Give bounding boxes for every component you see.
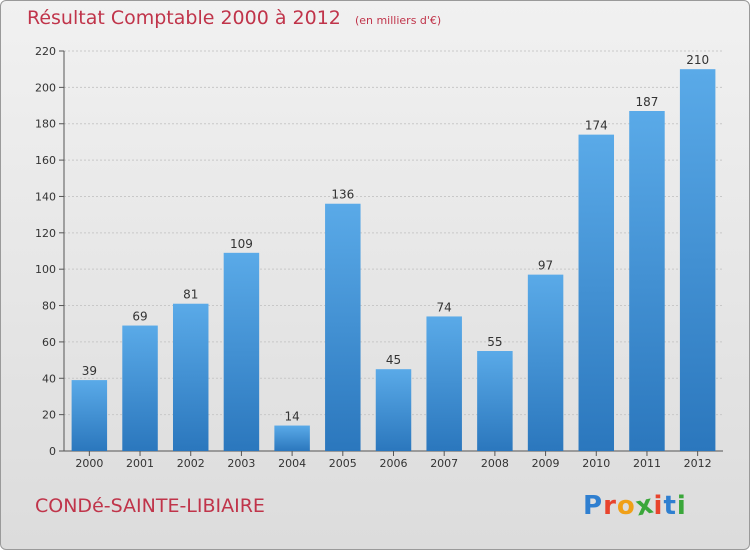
bars: [71, 69, 716, 452]
data-label-2008: 55: [487, 335, 502, 349]
data-label-2003: 109: [230, 237, 253, 251]
logo-letter: P: [583, 491, 604, 521]
y-tick-label: 0: [49, 445, 56, 458]
chart-subtitle: (en milliers d'€): [354, 14, 442, 27]
y-tick-label: 220: [35, 45, 56, 58]
x-tick-label-2006: 2006: [380, 457, 408, 470]
data-label-2004: 14: [284, 410, 299, 424]
y-tick-label: 80: [42, 300, 56, 313]
x-tick-label-2007: 2007: [430, 457, 458, 470]
y-tick-label: 200: [35, 81, 56, 94]
logo-letter: i: [653, 491, 664, 521]
x-tick-label-2000: 2000: [75, 457, 103, 470]
x-tick-label-2010: 2010: [582, 457, 610, 470]
commune-name: CONDé-SAINTE-LIBIAIRE: [35, 495, 265, 517]
bar-2009: [527, 274, 564, 451]
x-tick-label-2003: 2003: [227, 457, 255, 470]
data-label-2001: 69: [132, 310, 147, 324]
logo-letter: r: [603, 491, 617, 521]
x-tick-label-2002: 2002: [177, 457, 205, 470]
logo-letter: t: [663, 491, 677, 521]
y-tick-label: 40: [42, 372, 56, 385]
bar-2008: [477, 351, 513, 451]
y-tick-label: 120: [35, 227, 56, 240]
chart-title: Résultat Comptable 2000 à 2012 (en milli…: [27, 7, 441, 29]
x-tick-label-2001: 2001: [126, 457, 154, 470]
bar-2003: [223, 252, 260, 451]
data-label-2005: 136: [331, 188, 354, 202]
x-tick-label-2005: 2005: [329, 457, 357, 470]
proxiti-logo: Proxiti: [583, 489, 687, 522]
x-tick-label-2009: 2009: [532, 457, 560, 470]
logo-letter: o: [616, 491, 636, 521]
bar-2012: [679, 69, 716, 451]
bar-2001: [122, 325, 158, 451]
logo-letter: i: [676, 491, 687, 521]
bar-2010: [578, 134, 615, 452]
y-tick-label: 160: [35, 154, 56, 167]
data-label-2000: 39: [82, 364, 97, 378]
data-label-2010: 174: [585, 119, 608, 133]
y-tick-label: 140: [35, 190, 56, 203]
data-label-2009: 97: [538, 259, 553, 273]
data-label-2007: 74: [437, 300, 452, 314]
bar-2007: [426, 316, 462, 451]
x-tick-label-2004: 2004: [278, 457, 306, 470]
y-tick-label: 180: [35, 118, 56, 131]
x-tick-label-2011: 2011: [633, 457, 661, 470]
y-tick-label: 20: [42, 409, 56, 422]
bar-2004: [274, 425, 310, 451]
bar-2002: [172, 303, 209, 451]
bar-2006: [375, 369, 412, 451]
labels: 0 20 40 60 80 100 120 140 160 180 200 220 39 2000 69 20…: [35, 45, 712, 470]
data-label-2006: 45: [386, 353, 401, 367]
bar-2000: [71, 380, 108, 451]
data-label-2011: 187: [636, 95, 659, 109]
x-tick-label-2012: 2012: [684, 457, 712, 470]
bar-2005: [325, 203, 361, 451]
y-tick-label: 100: [35, 263, 56, 276]
bar-2011: [629, 111, 665, 451]
y-tick-label: 60: [42, 336, 56, 349]
chart-title-text: Résultat Comptable 2000 à 2012: [27, 7, 341, 29]
data-label-2012: 210: [686, 53, 709, 67]
x-tick-label-2008: 2008: [481, 457, 509, 470]
data-label-2002: 81: [183, 288, 198, 302]
